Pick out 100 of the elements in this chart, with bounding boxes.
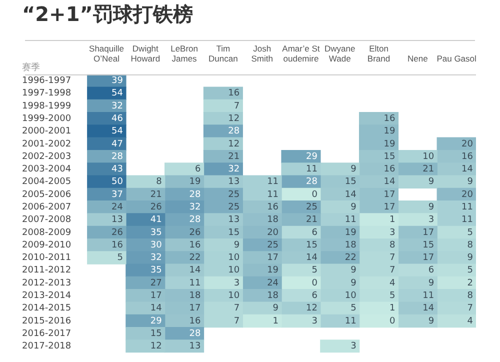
data-label: 9	[428, 177, 434, 188]
data-label: 32	[189, 202, 201, 213]
data-label: 16	[228, 88, 240, 99]
data-label: 10	[228, 291, 240, 302]
data-label: 24	[111, 202, 124, 213]
data-label: 12	[150, 342, 162, 352]
data-label: 11	[422, 291, 434, 302]
data-label: 21	[228, 152, 240, 162]
data-label: 13	[111, 215, 123, 226]
data-label: 8	[156, 177, 162, 188]
data-label: 18	[189, 291, 202, 302]
data-label: 50	[111, 177, 124, 188]
data-label: 8	[389, 240, 396, 250]
data-label: 28	[189, 215, 202, 226]
data-label: 10	[344, 291, 357, 302]
y-tick-label: 2017-2018	[22, 342, 72, 352]
data-label: 5	[312, 266, 318, 276]
data-label: 54	[111, 88, 124, 99]
data-label: 25	[306, 202, 318, 213]
data-label: 3	[389, 228, 396, 238]
data-label: 17	[422, 228, 434, 238]
data-label: 3	[428, 215, 434, 226]
data-label: 28	[111, 152, 124, 162]
data-label: 3	[350, 342, 356, 352]
data-label: 5	[117, 253, 123, 264]
x-tick-label: Shaquille O’Neal	[89, 43, 124, 64]
data-label: 16	[384, 114, 396, 124]
data-label: 47	[111, 139, 123, 150]
data-label: 11	[267, 190, 279, 200]
data-label: 20	[267, 228, 279, 238]
data-label: 14	[384, 177, 396, 188]
y-tick-label: 2004-2005	[22, 177, 72, 188]
data-label: 28	[189, 190, 202, 200]
data-label: 14	[189, 266, 202, 276]
y-axis-title: 赛季	[22, 62, 40, 74]
data-label: 16	[111, 240, 124, 250]
data-label: 5	[389, 291, 396, 302]
data-label: 9	[467, 177, 474, 188]
x-tick-label: Elton Brand	[367, 43, 390, 64]
x-tick-label: Josh Smith	[251, 43, 274, 64]
data-label: 25	[228, 190, 240, 200]
data-label: 9	[234, 240, 240, 250]
data-label: 10	[422, 152, 434, 162]
data-label: 32	[150, 253, 162, 264]
data-label: 14	[150, 304, 162, 314]
data-label: 29	[150, 316, 162, 326]
data-label: 11	[189, 278, 201, 288]
data-label: 24	[267, 278, 279, 288]
data-label: 18	[267, 291, 279, 302]
data-label: 1	[389, 304, 396, 314]
data-label: 9	[350, 164, 357, 175]
data-label: 21	[306, 215, 318, 226]
data-label: 7	[234, 101, 240, 112]
data-label: 32	[111, 101, 123, 112]
x-tick-label: Pau Gasol	[436, 54, 477, 64]
data-label: 15	[384, 152, 396, 162]
data-label: 22	[344, 253, 356, 264]
data-label: 11	[267, 177, 279, 188]
y-tick-label: 2006-2007	[22, 202, 72, 213]
data-label: 25	[228, 202, 240, 213]
data-label: 7	[234, 316, 240, 326]
data-label: 18	[267, 215, 279, 226]
y-tick-label: 1999-2000	[22, 114, 72, 124]
data-label: 18	[344, 240, 357, 250]
data-label: 5	[467, 228, 473, 238]
data-label: 10	[228, 266, 240, 276]
data-label: 15	[228, 228, 240, 238]
data-label: 13	[189, 342, 201, 352]
data-label: 19	[344, 228, 357, 238]
data-label: 9	[350, 278, 357, 288]
data-label: 19	[384, 126, 396, 137]
x-tick-label: Nene	[407, 54, 428, 64]
data-label: 12	[228, 114, 240, 124]
data-label: 21	[150, 190, 162, 200]
data-label: 14	[306, 253, 318, 264]
data-label: 35	[150, 266, 162, 276]
y-tick-label: 1996-1997	[22, 76, 72, 86]
data-label: 20	[462, 190, 474, 200]
data-label: 25	[267, 240, 279, 250]
data-label: 11	[462, 202, 473, 213]
chart-title: “2+1”罚球打铁榜	[22, 2, 193, 26]
data-label: 7	[389, 253, 396, 264]
data-label: 19	[189, 177, 202, 188]
y-tick-label: 1997-1998	[22, 88, 72, 99]
data-label: 8	[467, 291, 474, 302]
data-label: 6	[312, 291, 318, 302]
data-label: 41	[150, 215, 162, 226]
data-label: 6	[312, 228, 318, 238]
y-tick-label: 2011-2012	[22, 266, 72, 276]
data-label: 28	[228, 126, 240, 137]
data-label: 11	[462, 215, 473, 226]
data-label: 39	[111, 76, 124, 86]
data-label: 37	[111, 190, 123, 200]
data-label: 10	[228, 253, 240, 264]
data-label: 8	[467, 240, 474, 250]
data-label: 17	[422, 253, 434, 264]
data-label: 13	[228, 177, 240, 188]
data-label: 14	[462, 164, 474, 175]
data-label: 16	[384, 164, 396, 175]
data-label: 12	[306, 304, 318, 314]
